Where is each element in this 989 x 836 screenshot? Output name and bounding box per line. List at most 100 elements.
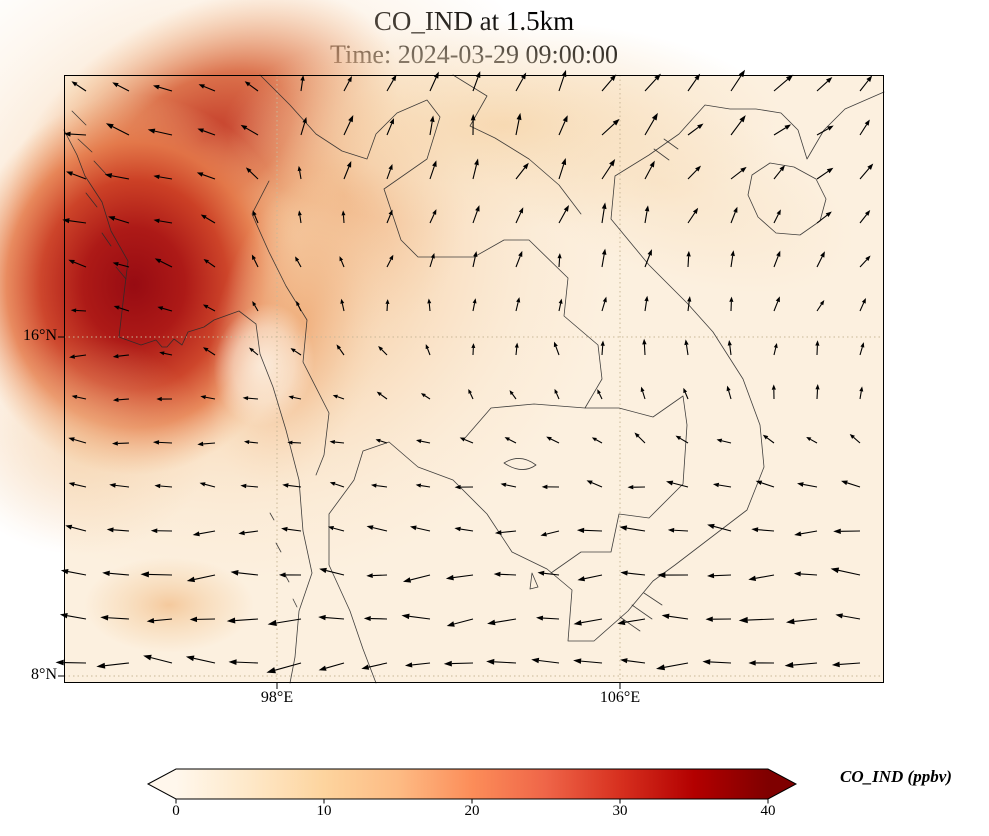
wind-arrow	[153, 218, 173, 224]
wind-arrow	[472, 251, 478, 268]
wind-arrow	[459, 437, 474, 444]
x-tick-label-106e: 106°E	[599, 689, 641, 706]
wind-arrow	[378, 346, 388, 356]
wind-arrow	[200, 395, 216, 400]
wind-arrow	[586, 480, 603, 488]
wind-arrow	[683, 387, 689, 400]
wind-arrow	[96, 662, 130, 669]
wind-arrow	[601, 296, 607, 312]
wind-arrow	[252, 210, 259, 224]
wind-arrow	[105, 123, 130, 136]
wind-arrow	[68, 482, 87, 488]
wind-arrow	[515, 297, 521, 312]
wind-arrow	[620, 570, 646, 576]
wind-arrow	[70, 308, 87, 313]
wind-arrow	[793, 571, 818, 577]
wind-arrow	[815, 384, 820, 400]
wind-arrow	[429, 209, 437, 224]
wind-arrow	[816, 125, 834, 136]
wind-arrow	[59, 613, 87, 620]
wind-arrow	[493, 571, 517, 577]
wind-arrow	[226, 617, 259, 624]
wind-arrow	[156, 396, 173, 402]
wind-arrow	[300, 116, 307, 136]
wind-arrow	[859, 386, 864, 400]
wind-arrow	[154, 483, 173, 489]
wind-arrow	[859, 210, 871, 224]
wind-arrow	[727, 340, 732, 356]
wind-arrow	[540, 530, 560, 537]
wind-arrow	[343, 161, 352, 180]
wind-arrow	[69, 354, 87, 359]
wind-arrow	[386, 254, 394, 268]
wind-arrow	[748, 660, 775, 666]
y-tick-label-16n: 16°N	[23, 327, 57, 344]
wind-arrow	[515, 207, 524, 224]
wind-arrow	[830, 567, 861, 576]
colorbar: 0 10 20 30 40	[146, 768, 798, 831]
wind-arrow	[500, 482, 517, 488]
wind-arrow	[327, 525, 345, 532]
colorbar-tick-10: 10	[316, 803, 332, 819]
wind-arrow	[288, 395, 302, 400]
wind-arrow	[370, 483, 388, 488]
wind-arrow	[558, 204, 569, 224]
wind-arrow	[146, 617, 173, 624]
wind-arrow	[66, 171, 87, 180]
wind-arrow	[785, 618, 818, 625]
wind-arrow	[797, 482, 818, 488]
wind-arrow	[341, 210, 346, 224]
wind-arrow	[63, 131, 87, 137]
wind-arrow	[267, 618, 302, 627]
wind-arrow	[429, 115, 435, 136]
wind-arrow	[702, 659, 732, 665]
wind-arrow	[597, 389, 603, 400]
wind-arrow	[297, 210, 302, 224]
wind-arrow	[401, 613, 431, 620]
wind-arrow	[627, 485, 646, 490]
wind-arrow	[816, 76, 833, 92]
wind-arrow	[104, 173, 130, 180]
wind-arrow	[515, 162, 529, 180]
wind-arrow	[573, 658, 603, 664]
colorbar-tick-20: 20	[464, 803, 480, 819]
wind-arrow	[600, 340, 605, 356]
wind-arrow	[363, 616, 388, 622]
wind-arrow	[199, 482, 216, 488]
wind-arrow	[546, 436, 560, 444]
wind-arrow	[228, 659, 259, 666]
wind-arrow	[487, 618, 517, 626]
wind-arrow	[112, 262, 130, 268]
wind-arrow	[755, 480, 775, 488]
wind-arrow	[773, 124, 792, 136]
wind-arrow	[666, 480, 689, 488]
wind-arrow	[806, 436, 818, 444]
wind-arrow	[644, 295, 649, 312]
wind-arrow	[102, 570, 130, 577]
wind-arrow	[644, 205, 650, 224]
wind-arrow	[553, 341, 560, 356]
wind-arrow	[859, 119, 870, 136]
wind-arrow	[849, 433, 861, 444]
wind-arrow	[296, 300, 302, 312]
wind-arrow	[859, 297, 866, 312]
wind-arrow	[619, 525, 646, 532]
wind-arrow	[300, 75, 305, 92]
wind-arrow	[601, 118, 620, 136]
wind-arrow	[343, 115, 354, 136]
wind-arrow	[297, 165, 302, 180]
wind-arrow	[147, 128, 173, 136]
wind-arrow	[203, 347, 216, 356]
wind-arrow	[859, 255, 871, 268]
wind-arrow	[245, 167, 259, 180]
wind-arrow	[243, 439, 259, 445]
wind-arrow	[361, 662, 388, 670]
wind-arrow	[640, 386, 646, 400]
wind-arrow	[319, 567, 345, 576]
wind-arrow	[472, 205, 480, 224]
colorbar-title: CO_IND (ppbv)	[840, 767, 952, 786]
wind-arrow	[251, 254, 259, 268]
wind-arrow	[730, 206, 738, 224]
wind-arrow	[386, 74, 397, 92]
wind-arrow	[100, 614, 130, 621]
